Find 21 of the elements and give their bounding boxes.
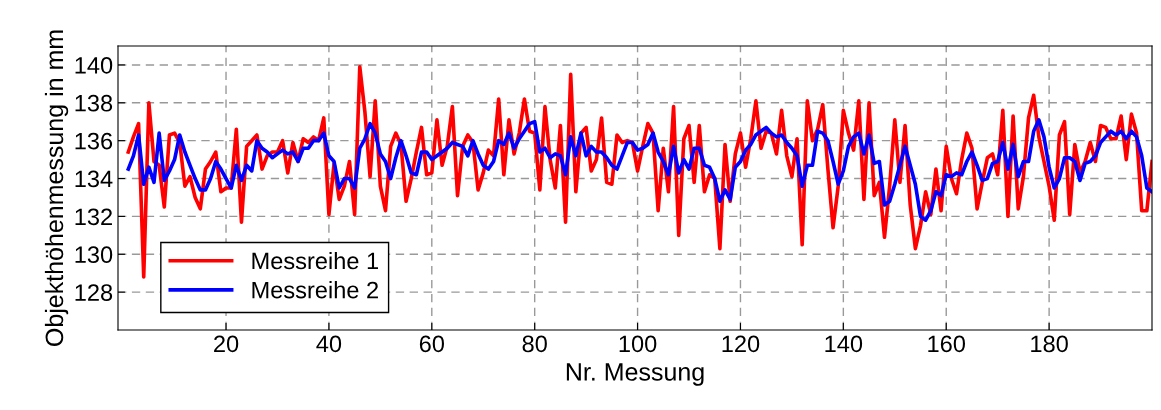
y-tick-label: 134	[75, 170, 113, 188]
y-tick-label: 130	[75, 246, 113, 264]
line-series	[126, 118, 1152, 222]
y-tick-label: 132	[75, 208, 112, 226]
x-tick-label: 40	[316, 335, 342, 353]
x-axis-title: Nr. Messung	[566, 363, 704, 386]
x-tick-label: 120	[722, 335, 760, 353]
x-tick-label: 100	[619, 335, 657, 353]
y-tick-label: 136	[75, 132, 113, 150]
y-axis-title: Objekthöhenmessung in mm	[44, 30, 69, 346]
x-tick-label: 180	[1031, 335, 1068, 353]
y-tick-label: 140	[75, 57, 113, 74]
legend-label: Messreihe 1	[252, 251, 378, 270]
x-tick-label: 140	[825, 335, 863, 353]
x-tick-label: 80	[522, 335, 547, 353]
legend-label: Messreihe 2	[252, 281, 378, 299]
x-tick-label: 160	[928, 335, 965, 353]
x-tick-label: 60	[419, 335, 445, 353]
x-tick-label: 20	[214, 335, 239, 353]
y-tick-label: 138	[75, 94, 113, 112]
y-tick-label: 128	[75, 284, 113, 301]
